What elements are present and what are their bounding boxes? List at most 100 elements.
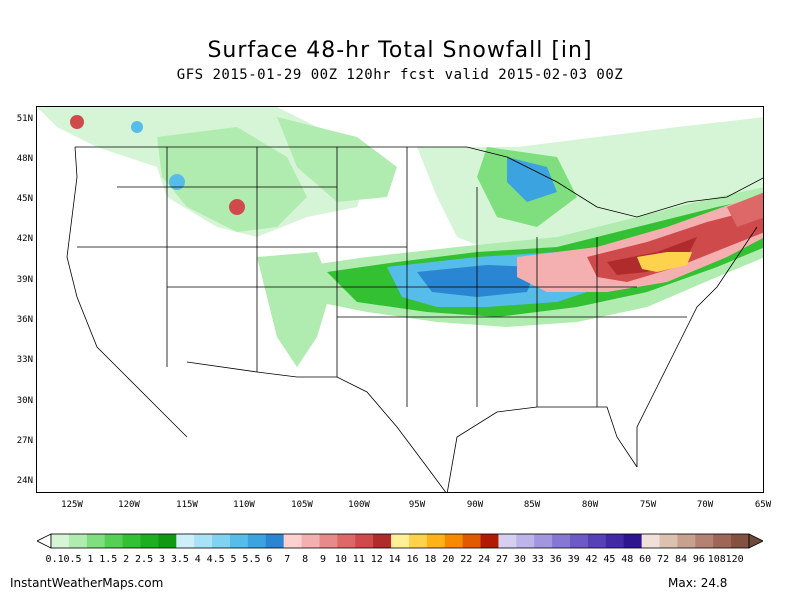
colorbar-label: 22 bbox=[460, 554, 473, 565]
colorbar-label: 9 bbox=[320, 554, 327, 565]
colorbar-swatch bbox=[158, 534, 177, 548]
colorbar-swatch bbox=[194, 534, 213, 548]
colorbar-label: 33 bbox=[531, 554, 544, 565]
colorbar-label: 20 bbox=[442, 554, 455, 565]
colorbar-swatch bbox=[408, 534, 428, 548]
colorbar-swatch bbox=[552, 534, 571, 548]
colorbar-label: 4.5 bbox=[206, 554, 225, 565]
lon-label-95w: 95W bbox=[408, 500, 426, 510]
us-east-coast bbox=[636, 226, 758, 467]
colorbar-label: 12 bbox=[370, 554, 383, 565]
map-subtitle: GFS 2015-01-29 00Z 120hr fcst valid 2015… bbox=[176, 67, 624, 83]
colorbar-swatch bbox=[534, 534, 553, 548]
colorbar-label: 3.5 bbox=[170, 554, 189, 565]
us-west-coast bbox=[66, 146, 188, 438]
us-canada-border bbox=[75, 146, 763, 218]
colorbar-label: 0.1 bbox=[45, 554, 64, 565]
colorbar-swatch bbox=[677, 534, 696, 548]
colorbar-label: 39 bbox=[567, 554, 580, 565]
lon-label-100w: 100W bbox=[348, 500, 370, 510]
colorbar-label: 4 bbox=[194, 554, 201, 565]
map-title: Surface 48-hr Total Snowfall [in] bbox=[207, 38, 593, 63]
colorbar-swatch bbox=[480, 534, 499, 548]
colorbar-swatch bbox=[462, 534, 482, 548]
colorbar-label: 1.5 bbox=[99, 554, 118, 565]
colorbar-label: 1 bbox=[87, 554, 94, 565]
snowfall-map-svg bbox=[37, 107, 763, 492]
colorbar-swatch bbox=[605, 534, 625, 548]
colorbar-label: 72 bbox=[657, 554, 670, 565]
snow-spot-west-2 bbox=[229, 199, 245, 215]
snow-area-michigan bbox=[507, 157, 557, 202]
lon-label-75w: 75W bbox=[639, 500, 657, 510]
colorbar-arrow-high bbox=[748, 533, 763, 549]
snow-area-southwest-spots bbox=[257, 252, 332, 367]
colorbar-swatch bbox=[731, 534, 750, 548]
lon-label-90w: 90W bbox=[466, 500, 484, 510]
colorbar-label: 2.5 bbox=[135, 554, 154, 565]
colorbar-label: 18 bbox=[424, 554, 437, 565]
lon-label-85w: 85W bbox=[523, 500, 541, 510]
colorbar-label: 27 bbox=[495, 554, 509, 565]
colorbar-swatch bbox=[229, 534, 249, 548]
colorbar-arrow-low bbox=[37, 533, 52, 549]
site-credit: InstantWeatherMaps.com bbox=[10, 576, 164, 590]
colorbar-swatch bbox=[516, 534, 535, 548]
colorbar-label: 14 bbox=[388, 554, 401, 565]
colorbar-swatch bbox=[51, 534, 70, 548]
colorbar-swatch bbox=[426, 534, 446, 548]
lon-label-65w: 65W bbox=[754, 500, 772, 510]
colorbar-label: 5.5 bbox=[242, 554, 261, 565]
max-label: Max: bbox=[668, 576, 697, 590]
colorbar-label: 42 bbox=[585, 554, 598, 565]
snow-spot-west-3 bbox=[70, 115, 84, 129]
lon-label-110w: 110W bbox=[233, 500, 255, 510]
lon-label-115w: 115W bbox=[176, 500, 198, 510]
colorbar-label: 30 bbox=[513, 554, 526, 565]
lat-label-39n: 39N bbox=[16, 275, 33, 285]
snow-area-rockies bbox=[157, 127, 307, 232]
lon-label-70w: 70W bbox=[696, 500, 714, 510]
colorbar-swatch bbox=[104, 534, 124, 548]
colorbar-swatch bbox=[444, 534, 464, 548]
snowfall-shading bbox=[37, 107, 763, 367]
snow-band-yellow bbox=[637, 252, 692, 272]
colorbar-swatch bbox=[570, 534, 589, 548]
lon-label-80w: 80W bbox=[581, 500, 599, 510]
colorbar-swatch bbox=[319, 534, 338, 548]
colorbar-label: 96 bbox=[692, 554, 705, 565]
colorbar-label: 24 bbox=[478, 554, 491, 565]
colorbar-swatch bbox=[587, 534, 607, 548]
colorbar-swatch bbox=[86, 534, 106, 548]
colorbar-label: 5 bbox=[230, 554, 237, 565]
colorbar-swatch bbox=[212, 534, 231, 548]
snowfall-map bbox=[36, 106, 764, 493]
colorbar-label: 7 bbox=[284, 554, 291, 565]
lat-label-27n: 27N bbox=[16, 436, 33, 446]
colorbar bbox=[37, 533, 763, 549]
colorbar-swatch bbox=[247, 534, 267, 548]
political-boundaries bbox=[66, 146, 763, 492]
lat-label-24n: 24N bbox=[16, 476, 33, 486]
colorbar-label: 11 bbox=[352, 554, 365, 565]
lon-label-105w: 105W bbox=[291, 500, 313, 510]
colorbar-swatch bbox=[122, 534, 141, 548]
colorbar-label: 45 bbox=[603, 554, 616, 565]
colorbar-swatch bbox=[623, 534, 643, 548]
lat-label-51n: 51N bbox=[16, 114, 33, 124]
lat-label-45n: 45N bbox=[16, 194, 33, 204]
colorbar-swatch bbox=[498, 534, 517, 548]
colorbar-swatch bbox=[140, 534, 159, 548]
colorbar-swatch bbox=[391, 534, 410, 548]
lat-label-36n: 36N bbox=[16, 315, 33, 325]
max-value: 24.8 bbox=[700, 576, 728, 590]
colorbar-swatch bbox=[176, 534, 195, 548]
colorbar-label: 6 bbox=[266, 554, 273, 565]
colorbar-label: 2 bbox=[123, 554, 130, 565]
lon-label-120w: 120W bbox=[118, 500, 140, 510]
us-mexico-border bbox=[186, 361, 447, 492]
colorbar-label: 10 bbox=[334, 554, 347, 565]
colorbar-swatch bbox=[713, 534, 732, 548]
colorbar-label: 84 bbox=[674, 554, 687, 565]
colorbar-label: 48 bbox=[621, 554, 634, 565]
